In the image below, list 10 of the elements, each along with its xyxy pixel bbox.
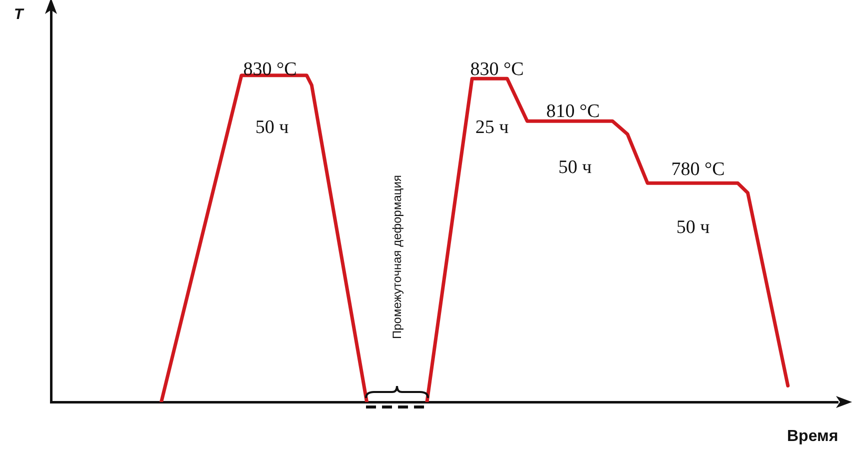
y-axis-title: T [14,6,24,23]
annotation: 25 ч [475,117,509,139]
annotation: 50 ч [676,217,710,239]
annotation: 50 ч [558,157,592,179]
annotation: 830 °C [470,59,524,81]
x-axis-title: Время [787,428,838,446]
annotation: Промежуточная деформация [390,175,404,339]
annotation: 780 °C [671,159,725,181]
annotation: 50 ч [255,117,289,139]
annotation: 810 °C [546,101,600,123]
